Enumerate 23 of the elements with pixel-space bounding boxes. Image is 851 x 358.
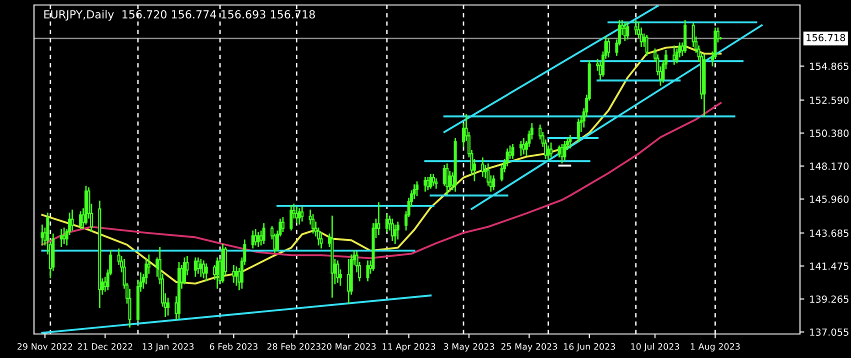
x-tick-label: 3 May 2023 (444, 343, 494, 352)
x-tick-label: 29 Nov 2022 (18, 343, 72, 350)
x-tick-label: 1 Aug 2023 (690, 343, 740, 352)
y-tick-label: 145.960 (810, 196, 849, 203)
x-tick-label: 25 May 2023 (501, 343, 557, 352)
y-tick-label: 148.170 (810, 162, 849, 170)
x-tick-label: 21 Dec 2022 (78, 343, 132, 350)
y-tick-label: 143.685 (810, 229, 848, 237)
y-tick-label: 152.590 (810, 96, 849, 104)
y-tick-label: 139.265 (810, 295, 848, 303)
x-tick-label: 20 Mar 2023 (322, 343, 376, 350)
chart-title: EURJPY,Daily 156.720 156.774 156.693 156.718 (44, 10, 315, 21)
y-tick-label: 141.475 (810, 262, 848, 270)
x-tick-label: 6 Feb 2023 (210, 343, 258, 350)
y-tick-label: 150.380 (810, 130, 849, 137)
x-tick-label: 13 Jan 2023 (142, 343, 194, 352)
x-tick-label: 11 Apr 2023 (382, 343, 436, 352)
ref-line-label: 156.718 (806, 34, 846, 42)
x-tick-label: 10 Jul 2023 (631, 343, 680, 352)
y-tick-label: 137.055 (810, 328, 848, 336)
x-tick-label: 28 Feb 2023 (267, 343, 320, 350)
x-tick-label: 16 Jun 2023 (564, 343, 615, 352)
y-tick-label: 154.865 (810, 62, 848, 70)
